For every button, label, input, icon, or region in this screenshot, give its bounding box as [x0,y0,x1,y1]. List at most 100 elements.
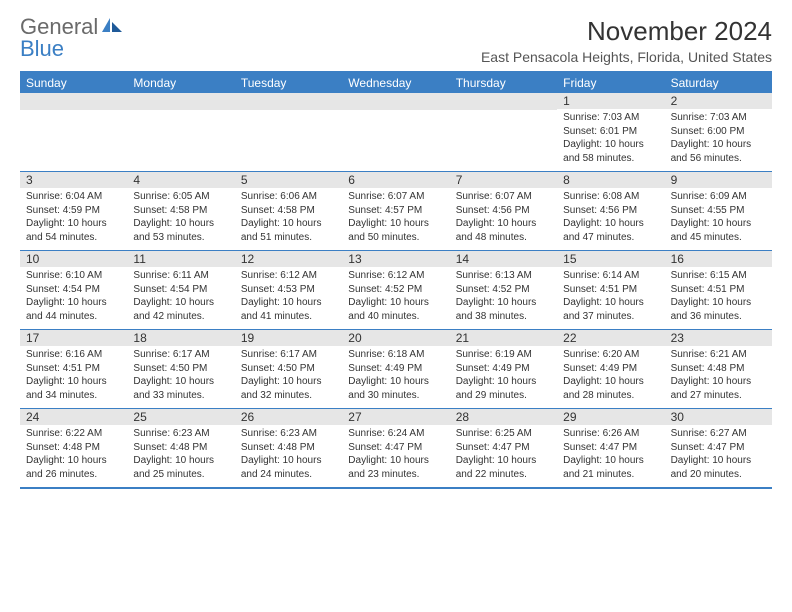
day-number: 1 [557,93,664,109]
daylight-text: Daylight: 10 hours and 37 minutes. [563,296,658,323]
sunset-text: Sunset: 4:48 PM [133,441,228,455]
calendar-day-cell: 19Sunrise: 6:17 AMSunset: 4:50 PMDayligh… [235,330,342,408]
logo: General Blue [20,16,124,60]
sunrise-text: Sunrise: 6:25 AM [456,427,551,441]
calendar-day-cell: 7Sunrise: 6:07 AMSunset: 4:56 PMDaylight… [450,172,557,250]
calendar-day-cell: 30Sunrise: 6:27 AMSunset: 4:47 PMDayligh… [665,409,772,487]
calendar-day-cell [127,93,234,171]
sunrise-text: Sunrise: 6:13 AM [456,269,551,283]
month-title: November 2024 [481,16,772,47]
day-number: 23 [665,330,772,346]
weekday-header: Sunday [20,73,127,93]
calendar-day-cell: 5Sunrise: 6:06 AMSunset: 4:58 PMDaylight… [235,172,342,250]
sunrise-text: Sunrise: 6:26 AM [563,427,658,441]
calendar-day-cell: 25Sunrise: 6:23 AMSunset: 4:48 PMDayligh… [127,409,234,487]
day-details: Sunrise: 6:21 AMSunset: 4:48 PMDaylight:… [665,346,772,408]
daylight-text: Daylight: 10 hours and 32 minutes. [241,375,336,402]
sunset-text: Sunset: 4:52 PM [348,283,443,297]
daylight-text: Daylight: 10 hours and 28 minutes. [563,375,658,402]
weekday-header: Tuesday [235,73,342,93]
day-number: 6 [342,172,449,188]
weekday-header: Wednesday [342,73,449,93]
calendar-week: 24Sunrise: 6:22 AMSunset: 4:48 PMDayligh… [20,408,772,487]
day-details: Sunrise: 6:25 AMSunset: 4:47 PMDaylight:… [450,425,557,487]
daylight-text: Daylight: 10 hours and 44 minutes. [26,296,121,323]
sunrise-text: Sunrise: 6:07 AM [456,190,551,204]
day-details: Sunrise: 6:24 AMSunset: 4:47 PMDaylight:… [342,425,449,487]
sunrise-text: Sunrise: 6:23 AM [241,427,336,441]
sunset-text: Sunset: 4:48 PM [671,362,766,376]
day-details: Sunrise: 6:19 AMSunset: 4:49 PMDaylight:… [450,346,557,408]
day-number: 10 [20,251,127,267]
calendar-day-cell: 1Sunrise: 7:03 AMSunset: 6:01 PMDaylight… [557,93,664,171]
calendar-day-cell: 21Sunrise: 6:19 AMSunset: 4:49 PMDayligh… [450,330,557,408]
calendar-day-cell: 20Sunrise: 6:18 AMSunset: 4:49 PMDayligh… [342,330,449,408]
day-details: Sunrise: 6:17 AMSunset: 4:50 PMDaylight:… [235,346,342,408]
daylight-text: Daylight: 10 hours and 53 minutes. [133,217,228,244]
day-details: Sunrise: 7:03 AMSunset: 6:00 PMDaylight:… [665,109,772,171]
day-details: Sunrise: 6:08 AMSunset: 4:56 PMDaylight:… [557,188,664,250]
sunset-text: Sunset: 4:58 PM [241,204,336,218]
day-details: Sunrise: 6:12 AMSunset: 4:53 PMDaylight:… [235,267,342,329]
day-details: Sunrise: 6:23 AMSunset: 4:48 PMDaylight:… [127,425,234,487]
sunset-text: Sunset: 4:50 PM [133,362,228,376]
calendar-day-cell: 14Sunrise: 6:13 AMSunset: 4:52 PMDayligh… [450,251,557,329]
sunset-text: Sunset: 4:49 PM [348,362,443,376]
day-number: 4 [127,172,234,188]
calendar-day-cell: 13Sunrise: 6:12 AMSunset: 4:52 PMDayligh… [342,251,449,329]
sunset-text: Sunset: 4:49 PM [563,362,658,376]
day-number: 22 [557,330,664,346]
day-number: 27 [342,409,449,425]
calendar-day-cell: 11Sunrise: 6:11 AMSunset: 4:54 PMDayligh… [127,251,234,329]
day-details: Sunrise: 6:10 AMSunset: 4:54 PMDaylight:… [20,267,127,329]
sunrise-text: Sunrise: 6:21 AM [671,348,766,362]
day-details: Sunrise: 6:06 AMSunset: 4:58 PMDaylight:… [235,188,342,250]
daylight-text: Daylight: 10 hours and 27 minutes. [671,375,766,402]
day-number: 14 [450,251,557,267]
sunset-text: Sunset: 4:47 PM [456,441,551,455]
daylight-text: Daylight: 10 hours and 58 minutes. [563,138,658,165]
logo-sail-icon [100,16,124,34]
day-number: 3 [20,172,127,188]
title-area: November 2024 East Pensacola Heights, Fl… [481,16,772,65]
calendar-day-cell [450,93,557,171]
day-number: 29 [557,409,664,425]
logo-text: General Blue [20,16,124,60]
day-details: Sunrise: 7:03 AMSunset: 6:01 PMDaylight:… [557,109,664,171]
sunset-text: Sunset: 4:47 PM [348,441,443,455]
day-details: Sunrise: 6:26 AMSunset: 4:47 PMDaylight:… [557,425,664,487]
sunset-text: Sunset: 4:51 PM [563,283,658,297]
day-details: Sunrise: 6:11 AMSunset: 4:54 PMDaylight:… [127,267,234,329]
calendar-day-cell [20,93,127,171]
sunset-text: Sunset: 4:59 PM [26,204,121,218]
sunrise-text: Sunrise: 6:06 AM [241,190,336,204]
calendar-table: Sunday Monday Tuesday Wednesday Thursday… [20,71,772,489]
day-number: 13 [342,251,449,267]
calendar-week: 10Sunrise: 6:10 AMSunset: 4:54 PMDayligh… [20,250,772,329]
calendar-day-cell: 16Sunrise: 6:15 AMSunset: 4:51 PMDayligh… [665,251,772,329]
calendar-page: General Blue November 2024 East Pensacol… [0,0,792,509]
weekday-header: Friday [557,73,664,93]
day-details: Sunrise: 6:20 AMSunset: 4:49 PMDaylight:… [557,346,664,408]
daylight-text: Daylight: 10 hours and 54 minutes. [26,217,121,244]
day-details: Sunrise: 6:07 AMSunset: 4:56 PMDaylight:… [450,188,557,250]
sunset-text: Sunset: 4:53 PM [241,283,336,297]
sunrise-text: Sunrise: 6:08 AM [563,190,658,204]
calendar-day-cell: 4Sunrise: 6:05 AMSunset: 4:58 PMDaylight… [127,172,234,250]
day-details: Sunrise: 6:07 AMSunset: 4:57 PMDaylight:… [342,188,449,250]
sunrise-text: Sunrise: 6:17 AM [133,348,228,362]
day-number: 5 [235,172,342,188]
day-number: 18 [127,330,234,346]
sunrise-text: Sunrise: 6:24 AM [348,427,443,441]
sunset-text: Sunset: 4:56 PM [563,204,658,218]
day-details: Sunrise: 6:18 AMSunset: 4:49 PMDaylight:… [342,346,449,408]
sunrise-text: Sunrise: 6:09 AM [671,190,766,204]
sunrise-text: Sunrise: 6:14 AM [563,269,658,283]
calendar-day-cell: 12Sunrise: 6:12 AMSunset: 4:53 PMDayligh… [235,251,342,329]
day-number: 21 [450,330,557,346]
daylight-text: Daylight: 10 hours and 41 minutes. [241,296,336,323]
sunset-text: Sunset: 6:01 PM [563,125,658,139]
day-number: 7 [450,172,557,188]
sunset-text: Sunset: 4:55 PM [671,204,766,218]
day-details: Sunrise: 6:04 AMSunset: 4:59 PMDaylight:… [20,188,127,250]
